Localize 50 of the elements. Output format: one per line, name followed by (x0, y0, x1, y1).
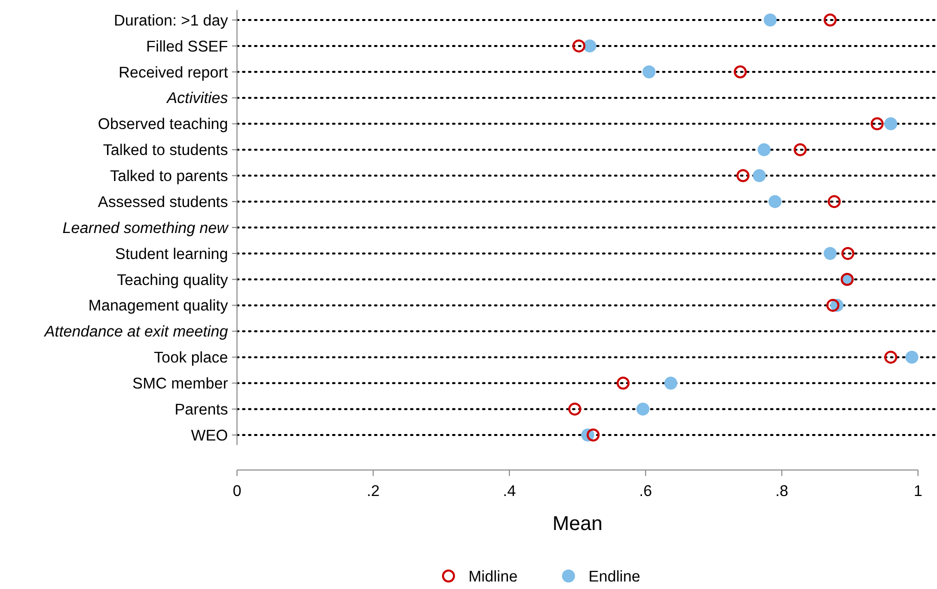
x-tick-label: .6 (639, 483, 652, 500)
point (884, 117, 898, 130)
x-tick-label: 0 (232, 483, 242, 500)
point (636, 402, 650, 416)
point (764, 14, 777, 26)
x-tick-label: .4 (502, 483, 516, 500)
point (758, 143, 771, 156)
point (572, 39, 586, 52)
y-tick-label: Student learning (115, 246, 228, 263)
point (752, 169, 766, 182)
y-tick-label: Learned something new (62, 220, 230, 237)
y-tick-label: Teaching quality (116, 272, 228, 289)
y-tick-label: Parents (174, 401, 228, 418)
legend-label: Endline (588, 568, 640, 586)
y-tick-label: Duration: >1 day (114, 12, 228, 30)
point (884, 350, 898, 364)
point (616, 376, 630, 390)
point (768, 195, 782, 208)
y-tick-label: Talked to parents (110, 168, 228, 186)
y-tick-label: Received report (118, 64, 229, 82)
y-tick-label: Observed teaching (98, 116, 228, 134)
y-tick-label: WEO (190, 427, 228, 444)
point (870, 117, 884, 130)
x-axis-title: Mean (552, 513, 603, 535)
point (841, 246, 854, 260)
y-tick-label: Talked to students (103, 142, 228, 160)
point (736, 169, 750, 182)
point (583, 39, 596, 52)
x-tick-label: 1 (914, 483, 922, 500)
point (734, 65, 747, 78)
y-tick-label: Assessed students (98, 194, 228, 211)
point (824, 14, 837, 26)
point (826, 298, 840, 312)
y-tick-label: SMC member (132, 376, 228, 393)
point (586, 428, 600, 442)
y-tick-label: Filled SSEF (146, 38, 228, 56)
point (664, 376, 678, 390)
point (824, 246, 837, 260)
y-tick-label: Activities (166, 90, 228, 108)
y-tick-label: Took place (154, 350, 228, 367)
point (642, 65, 656, 78)
point (905, 350, 918, 364)
y-tick-label: Attendance at exit meeting (43, 324, 228, 341)
x-tick-label: .2 (366, 483, 380, 500)
y-tick-label: Management quality (88, 298, 228, 315)
legend-label: Midline (468, 568, 518, 586)
point (794, 143, 807, 156)
point (568, 402, 582, 416)
point (828, 195, 841, 208)
x-tick-label: .8 (775, 483, 788, 500)
